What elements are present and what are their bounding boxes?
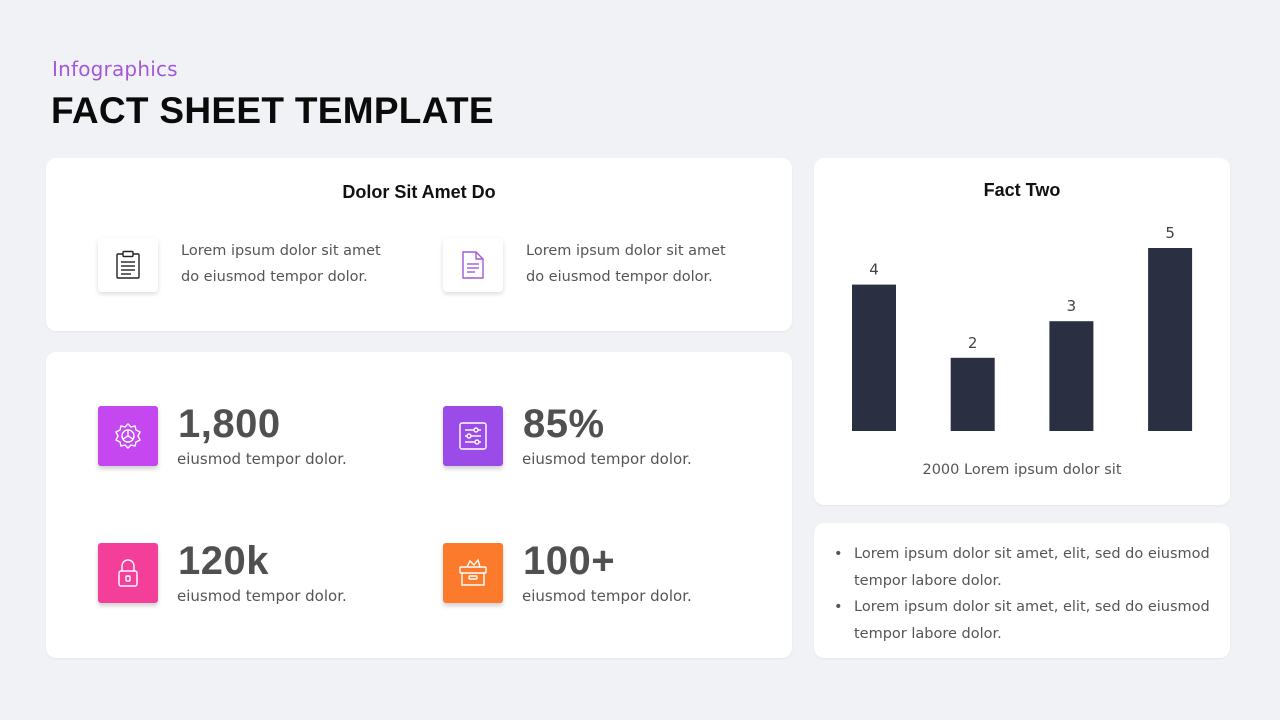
- stat-label: eiusmod tempor dolor.: [522, 450, 692, 468]
- stat-label: eiusmod tempor dolor.: [522, 587, 692, 605]
- chart-card: Fact Two 4 2 3 5 2000 Lorem ipsum dolor sit: [814, 158, 1230, 505]
- bullet-line: Lorem ipsum dolor sit amet, elit, sed do…: [854, 599, 1210, 615]
- info-item-line: Lorem ipsum dolor sit amet: [181, 243, 381, 259]
- bullet-list: Lorem ipsum dolor sit amet, elit, sed do…: [834, 541, 1212, 647]
- stat-value: 85%: [523, 402, 605, 446]
- bullet-item: Lorem ipsum dolor sit amet, elit, sed do…: [834, 541, 1212, 594]
- stat-item: 100+ eiusmod tempor dolor.: [443, 539, 743, 605]
- page-title: FACT SHEET TEMPLATE: [51, 90, 494, 131]
- bullet-line: Lorem ipsum dolor sit amet, elit, sed do…: [854, 546, 1210, 562]
- chart-data-label: 5: [1165, 224, 1175, 242]
- bullet-item: Lorem ipsum dolor sit amet, elit, sed do…: [834, 594, 1212, 647]
- chart-bar: [1049, 321, 1094, 431]
- bullet-line: tempor labore dolor.: [854, 625, 1002, 642]
- info-card: Dolor Sit Amet Do Lorem ipsum dolor sit …: [46, 158, 792, 331]
- chart-data-label: 3: [1067, 297, 1077, 315]
- info-item-text: Lorem ipsum dolor sit amet do eiusmod te…: [526, 238, 756, 290]
- info-item-line: do eiusmod tempor dolor.: [526, 269, 713, 285]
- chart-bar: [852, 284, 896, 431]
- chart-x-axis-label: 2000 Lorem ipsum dolor sit: [922, 462, 1122, 478]
- chart-data-label: 4: [869, 261, 879, 279]
- chart-data-label: 2: [968, 334, 978, 352]
- clipboard-icon: [98, 238, 158, 292]
- stat-value: 100+: [523, 539, 616, 583]
- chart-title: Fact Two: [983, 180, 1061, 200]
- chart-bar: [1148, 248, 1193, 431]
- sliders-icon: [443, 406, 503, 466]
- info-item: Lorem ipsum dolor sit amet do eiusmod te…: [443, 238, 763, 298]
- stat-item: 85% eiusmod tempor dolor.: [443, 402, 743, 468]
- info-item-text: Lorem ipsum dolor sit amet do eiusmod te…: [181, 238, 411, 290]
- stat-item: 1,800 eiusmod tempor dolor.: [98, 402, 398, 468]
- bullet-line: tempor labore dolor.: [854, 572, 1002, 589]
- info-item-line: do eiusmod tempor dolor.: [181, 269, 368, 285]
- stat-label: eiusmod tempor dolor.: [177, 587, 347, 605]
- bar-chart: 4 2 3 5: [852, 224, 1193, 431]
- gear-icon: [98, 406, 158, 466]
- stats-card: 1,800 eiusmod tempor dolor. 85% eiusmod …: [46, 352, 792, 658]
- lock-icon: [98, 543, 158, 603]
- document-icon: [443, 238, 503, 292]
- stat-value: 120k: [178, 539, 269, 583]
- stat-label: eiusmod tempor dolor.: [177, 450, 347, 468]
- info-item: Lorem ipsum dolor sit amet do eiusmod te…: [98, 238, 418, 298]
- info-card-title: Dolor Sit Amet Do: [342, 182, 496, 202]
- chart-bar: [950, 357, 995, 431]
- bullets-card: Lorem ipsum dolor sit amet, elit, sed do…: [814, 523, 1230, 658]
- page-subtitle: Infographics: [52, 57, 178, 81]
- stat-value: 1,800: [178, 402, 281, 446]
- stat-item: 120k eiusmod tempor dolor.: [98, 539, 398, 605]
- info-item-line: Lorem ipsum dolor sit amet: [526, 243, 726, 259]
- box-icon: [443, 543, 503, 603]
